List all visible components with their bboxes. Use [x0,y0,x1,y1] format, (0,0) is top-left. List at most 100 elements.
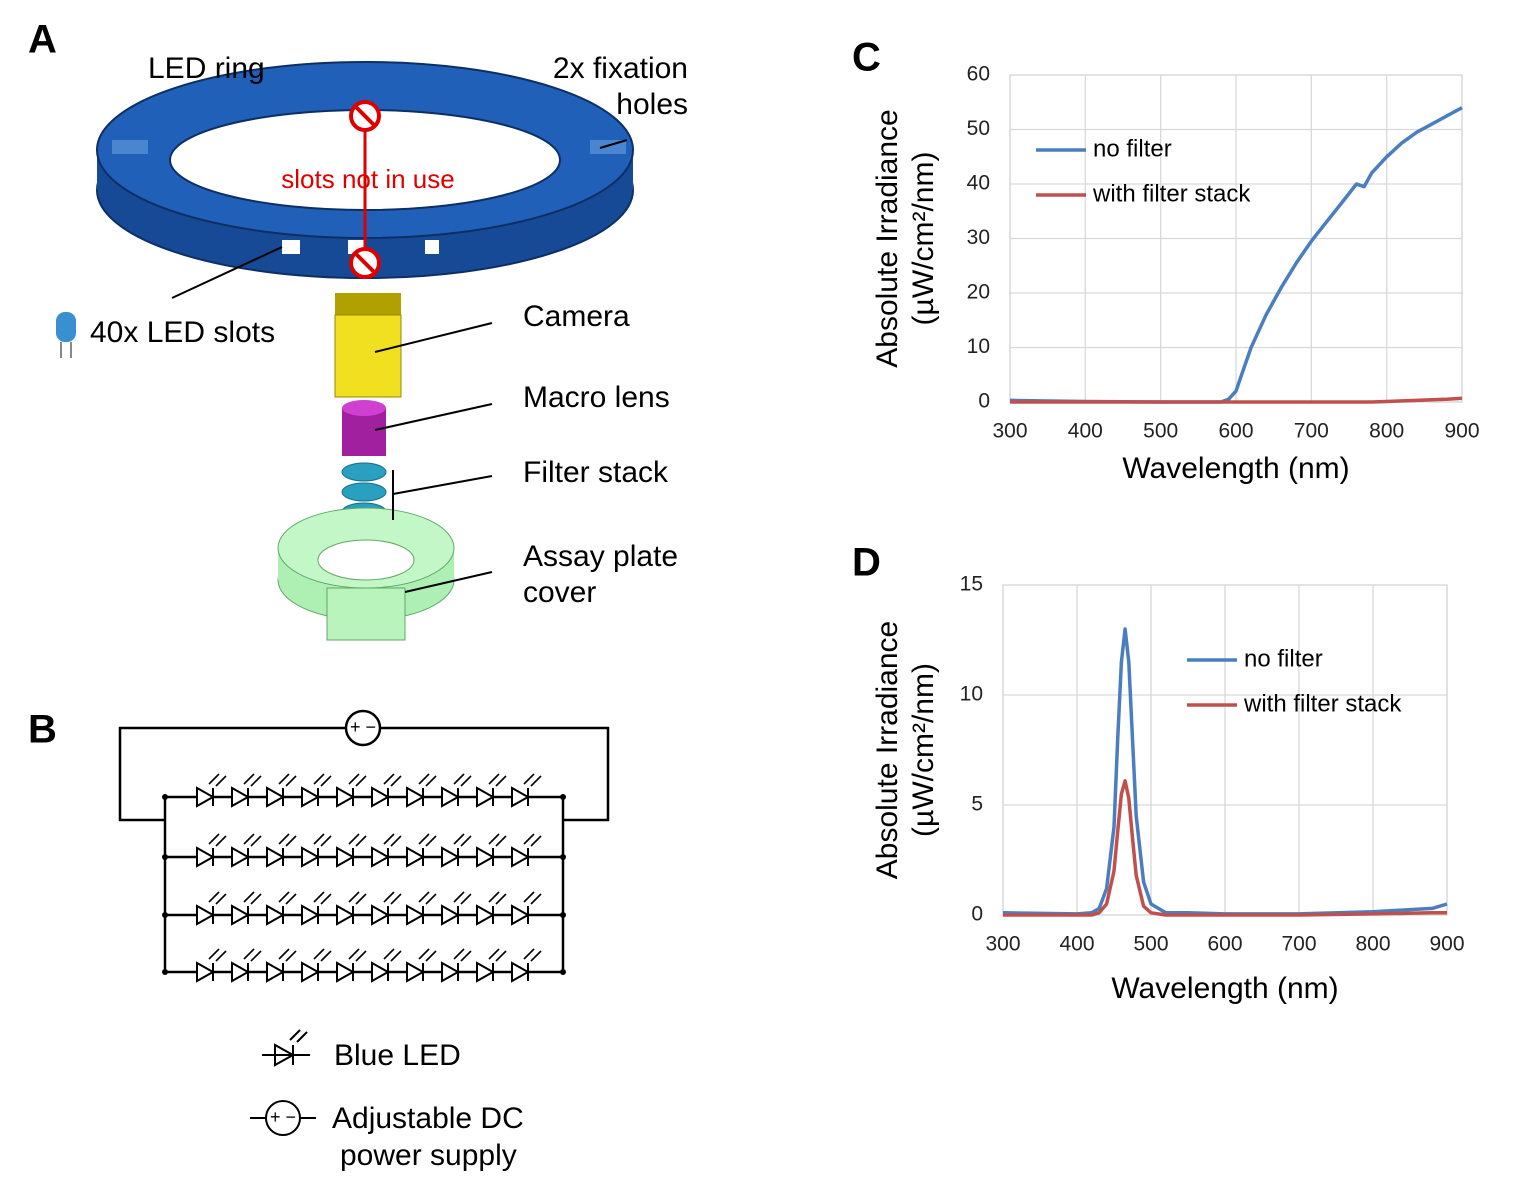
led [441,904,461,926]
led [250,950,262,962]
led [425,950,437,962]
led [383,948,395,960]
junction [162,912,168,918]
y-axis-label: Absolute Irradiance [871,621,904,880]
led [441,786,461,808]
data-line [1010,396,1463,404]
led [285,835,297,847]
y-tick-label: 50 [967,117,990,140]
led [250,893,262,905]
led [301,904,321,926]
led [285,893,297,905]
led [511,786,531,808]
led [383,773,395,785]
junction [560,912,566,918]
led [406,846,426,868]
led [313,773,325,785]
led [278,948,290,960]
led [231,904,251,926]
label: 40x LED slots [90,316,275,349]
led [425,775,437,787]
junction [162,794,168,800]
y-axis-label: (µW/cm²/nm) [907,663,940,837]
data-line [1003,779,1447,917]
led [495,775,507,787]
label: holes [616,88,688,121]
led [523,891,535,903]
y-tick-label: 0 [971,903,983,926]
led [530,893,542,905]
symbol: + − [350,717,376,737]
led [530,950,542,962]
led [530,775,542,787]
led [355,775,367,787]
led [250,775,262,787]
led [523,833,535,845]
x-tick-label: 400 [1068,420,1103,443]
led [336,846,356,868]
led [196,786,216,808]
led [278,773,290,785]
led [231,846,251,868]
x-tick-label: 600 [1218,420,1253,443]
led [406,961,426,983]
junction [560,969,566,975]
led [320,950,332,962]
label: Assay plate [523,540,678,573]
led [231,786,251,808]
y-tick-label: 60 [967,63,990,86]
led [371,786,391,808]
led [243,773,255,785]
led [215,835,227,847]
led [495,835,507,847]
legend-label: with filter stack [1243,690,1402,717]
led [336,904,356,926]
led [406,904,426,926]
led [460,775,472,787]
symbol: + − [270,1107,296,1127]
x-tick-label: 300 [992,420,1027,443]
led [441,961,461,983]
led [208,948,220,960]
x-tick-label: 800 [1369,420,1404,443]
led [266,846,286,868]
led [390,775,402,787]
led [383,833,395,845]
label: Blue LED [334,1039,461,1072]
led [371,846,391,868]
led [285,950,297,962]
legend-label: no filter [1093,135,1172,162]
led [371,961,391,983]
led [266,904,286,926]
camera-top [335,293,401,315]
led [301,846,321,868]
led [476,904,496,926]
y-axis-label: (µW/cm²/nm) [907,152,940,326]
led [313,891,325,903]
led [530,835,542,847]
led [476,846,496,868]
led [348,948,360,960]
y-tick-label: 5 [971,793,983,816]
led [488,833,500,845]
led [453,773,465,785]
label: Camera [523,300,630,333]
led [196,961,216,983]
led [390,950,402,962]
led [243,833,255,845]
led [495,950,507,962]
panel-label: B [28,708,57,752]
x-axis-label: Wavelength (nm) [1111,972,1338,1005]
panel-label: C [852,36,881,80]
led [418,773,430,785]
junction [560,794,566,800]
led [355,835,367,847]
led [301,786,321,808]
junction [162,854,168,860]
legend-label: with filter stack [1092,180,1251,207]
x-tick-label: 700 [1294,420,1329,443]
led [243,948,255,960]
led [301,961,321,983]
led [348,833,360,845]
